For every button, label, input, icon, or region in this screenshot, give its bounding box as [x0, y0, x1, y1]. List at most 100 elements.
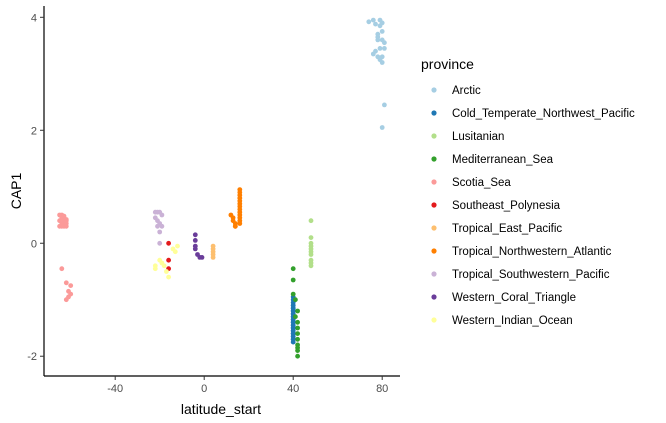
x-tick-label: 40 — [287, 383, 299, 395]
legend-title: province — [421, 56, 474, 72]
data-point — [63, 280, 69, 286]
data-point — [290, 322, 296, 328]
data-point — [237, 221, 243, 226]
legend-key — [431, 271, 437, 277]
legend-label: Western_Coral_Triangle — [452, 292, 576, 304]
data-point — [61, 213, 67, 219]
data-point — [157, 229, 163, 235]
legend-key — [431, 133, 437, 139]
data-point — [161, 263, 167, 269]
legend-key — [431, 156, 437, 162]
data-point — [290, 305, 296, 311]
legend-label: Cold_Temperate_Northwest_Pacific — [452, 108, 635, 120]
legend-label: Southeast_Polynesia — [452, 200, 561, 212]
data-point — [379, 125, 385, 130]
data-point — [295, 308, 300, 314]
data-point — [295, 325, 300, 331]
y-axis-title: CAP1 — [8, 173, 24, 210]
tick-marks: -40 0 40 80 -2 0 2 4 — [27, 12, 388, 395]
legend-label: Lusitanian — [452, 131, 504, 143]
data-point — [68, 283, 74, 288]
data-point — [308, 252, 314, 257]
data-point — [157, 240, 163, 246]
y-tick-label: 0 — [31, 238, 37, 250]
y-tick-label: 4 — [31, 12, 37, 24]
data-point — [377, 46, 383, 51]
legend-key — [431, 225, 437, 231]
data-point — [293, 297, 298, 303]
data-point — [290, 266, 296, 272]
legend-key — [431, 179, 437, 185]
data-point — [295, 336, 300, 342]
data-point — [295, 331, 300, 336]
data-point — [172, 249, 178, 255]
legend-key — [431, 110, 437, 116]
data-point — [373, 21, 378, 27]
data-point — [379, 54, 385, 60]
legend-label: Tropical_Southwestern_Pacific — [452, 269, 610, 281]
data-point — [192, 232, 198, 238]
data-point — [379, 29, 385, 34]
legend-label: Tropical_East_Pacific — [452, 223, 562, 235]
data-point — [382, 46, 387, 51]
data-point — [293, 314, 298, 320]
legend-label: Arctic — [452, 85, 481, 97]
data-point — [308, 218, 314, 224]
legend-key — [431, 87, 437, 93]
data-point — [373, 48, 378, 54]
legend-key — [431, 294, 437, 300]
x-tick-label: -40 — [107, 383, 123, 395]
data-point — [370, 17, 376, 23]
data-point — [290, 277, 296, 283]
x-tick-label: 80 — [376, 383, 388, 395]
data-point — [166, 274, 172, 280]
data-point — [63, 297, 69, 303]
data-point — [290, 328, 296, 334]
data-point — [192, 238, 198, 243]
data-point — [166, 257, 172, 263]
legend-label: Scotia_Sea — [452, 177, 511, 189]
data-point — [290, 291, 296, 297]
x-tick-label: 0 — [201, 383, 207, 395]
legend-key — [431, 248, 437, 254]
data-point — [366, 19, 372, 25]
data-point — [155, 223, 160, 229]
data-point — [308, 263, 314, 269]
data-point — [308, 235, 314, 241]
legend-label: Western_Indian_Ocean — [452, 315, 573, 327]
axes — [43, 6, 400, 377]
y-tick-label: 2 — [31, 125, 37, 137]
data-point — [59, 266, 65, 272]
legend-label: Tropical_Northwestern_Atlantic — [452, 246, 612, 258]
data-point — [377, 23, 383, 29]
data-point — [290, 336, 296, 342]
data-point — [63, 223, 69, 229]
data-point — [166, 240, 172, 246]
data-point — [199, 255, 205, 260]
data-point — [210, 255, 216, 260]
x-axis-title: latitude_start — [181, 401, 261, 417]
data-point — [59, 223, 65, 229]
data-point — [159, 212, 165, 218]
data-point — [295, 353, 300, 359]
data-point — [63, 217, 69, 222]
data-point — [382, 102, 387, 108]
data-point — [230, 218, 236, 224]
y-tick-label: -2 — [27, 351, 37, 363]
data-point — [379, 37, 385, 43]
data-point — [232, 223, 238, 229]
legend-label: Mediterranean_Sea — [452, 154, 554, 166]
data-point — [375, 34, 381, 40]
legend-key — [431, 202, 437, 208]
data-point — [152, 266, 158, 272]
data-point — [192, 246, 198, 252]
data-point — [175, 243, 180, 249]
data-point — [159, 223, 165, 229]
legend-key — [431, 317, 437, 323]
legend: Arctic Cold_Temperate_Northwest_Pacific Lu… — [431, 85, 635, 327]
data-point — [295, 319, 300, 325]
data-point — [295, 348, 300, 353]
data-points — [57, 17, 387, 359]
